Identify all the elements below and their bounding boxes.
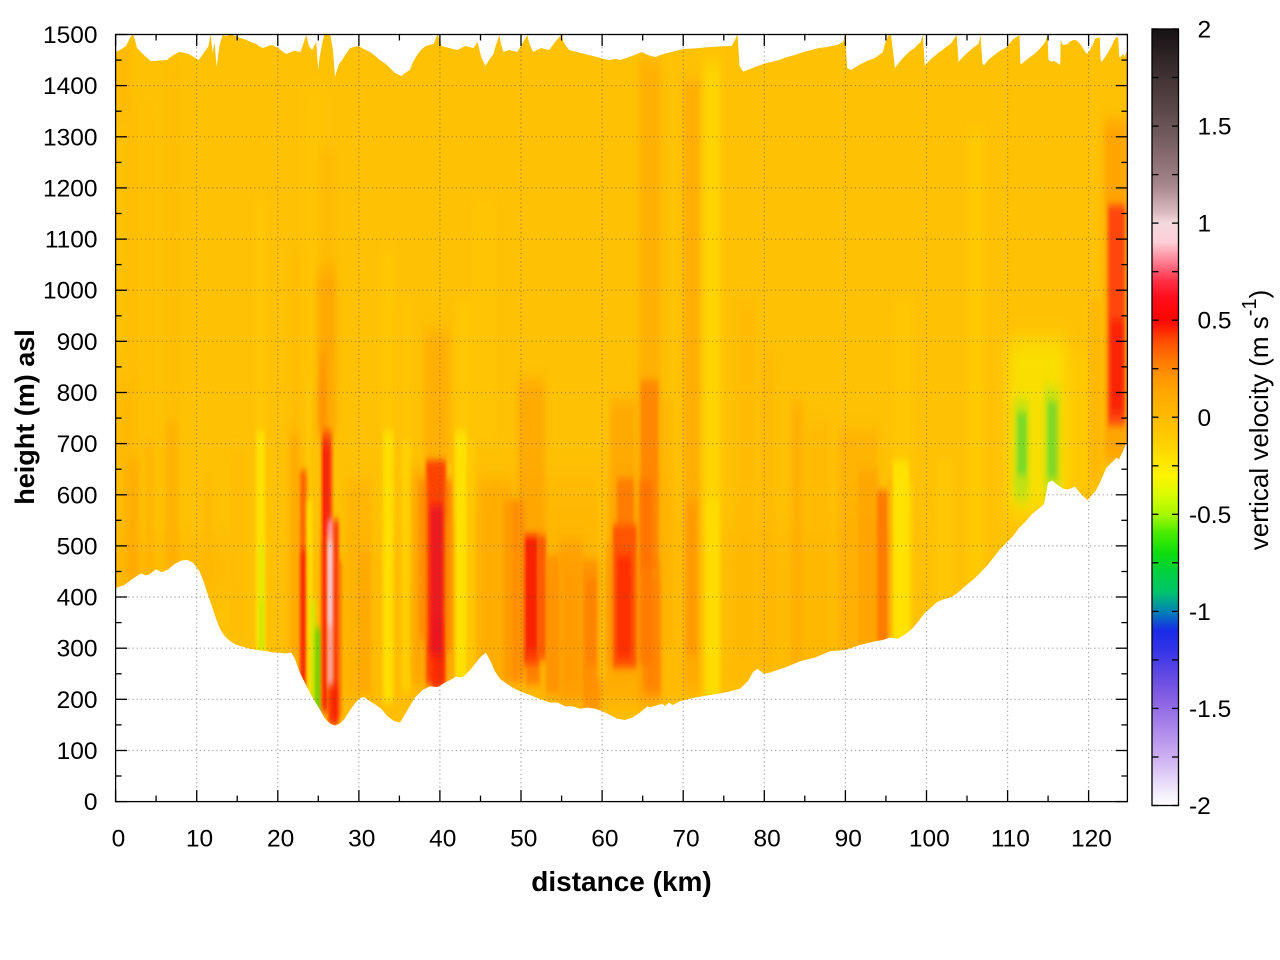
svg-text:70: 70 [672,826,699,853]
svg-text:-1: -1 [1189,599,1211,626]
svg-text:2: 2 [1198,17,1212,44]
svg-text:1: 1 [1198,211,1212,238]
svg-text:900: 900 [57,329,98,356]
svg-text:500: 500 [57,533,98,560]
svg-text:100: 100 [909,826,950,853]
svg-text:1500: 1500 [43,22,98,49]
svg-text:110: 110 [991,826,1030,853]
svg-text:60: 60 [591,826,618,853]
svg-text:1000: 1000 [43,278,98,305]
svg-text:1300: 1300 [43,124,98,151]
svg-text:1200: 1200 [43,175,98,202]
svg-text:100: 100 [57,738,98,765]
svg-text:600: 600 [57,482,98,509]
svg-text:-1.5: -1.5 [1189,696,1231,723]
svg-text:height (m) asl: height (m) asl [10,329,40,505]
svg-text:vertical velocity (m s-1): vertical velocity (m s-1) [1239,290,1274,551]
svg-text:1100: 1100 [45,227,98,254]
svg-text:distance (km): distance (km) [531,866,712,897]
svg-text:80: 80 [753,826,780,853]
svg-text:40: 40 [429,826,456,853]
svg-text:0: 0 [84,789,98,816]
svg-text:90: 90 [835,826,862,853]
svg-text:700: 700 [57,431,98,458]
svg-text:30: 30 [348,826,375,853]
svg-text:400: 400 [57,585,98,612]
svg-text:1400: 1400 [43,73,98,100]
svg-text:10: 10 [186,826,213,853]
svg-text:1.5: 1.5 [1198,114,1232,141]
svg-text:0.5: 0.5 [1198,308,1232,335]
svg-text:120: 120 [1071,826,1112,853]
svg-text:20: 20 [267,826,294,853]
svg-text:0: 0 [112,826,126,853]
svg-text:50: 50 [510,826,537,853]
svg-text:-2: -2 [1189,793,1211,820]
svg-text:-0.5: -0.5 [1189,502,1231,529]
svg-text:200: 200 [57,687,98,714]
svg-text:800: 800 [57,380,98,407]
svg-text:300: 300 [57,636,98,663]
svg-text:0: 0 [1198,405,1212,432]
